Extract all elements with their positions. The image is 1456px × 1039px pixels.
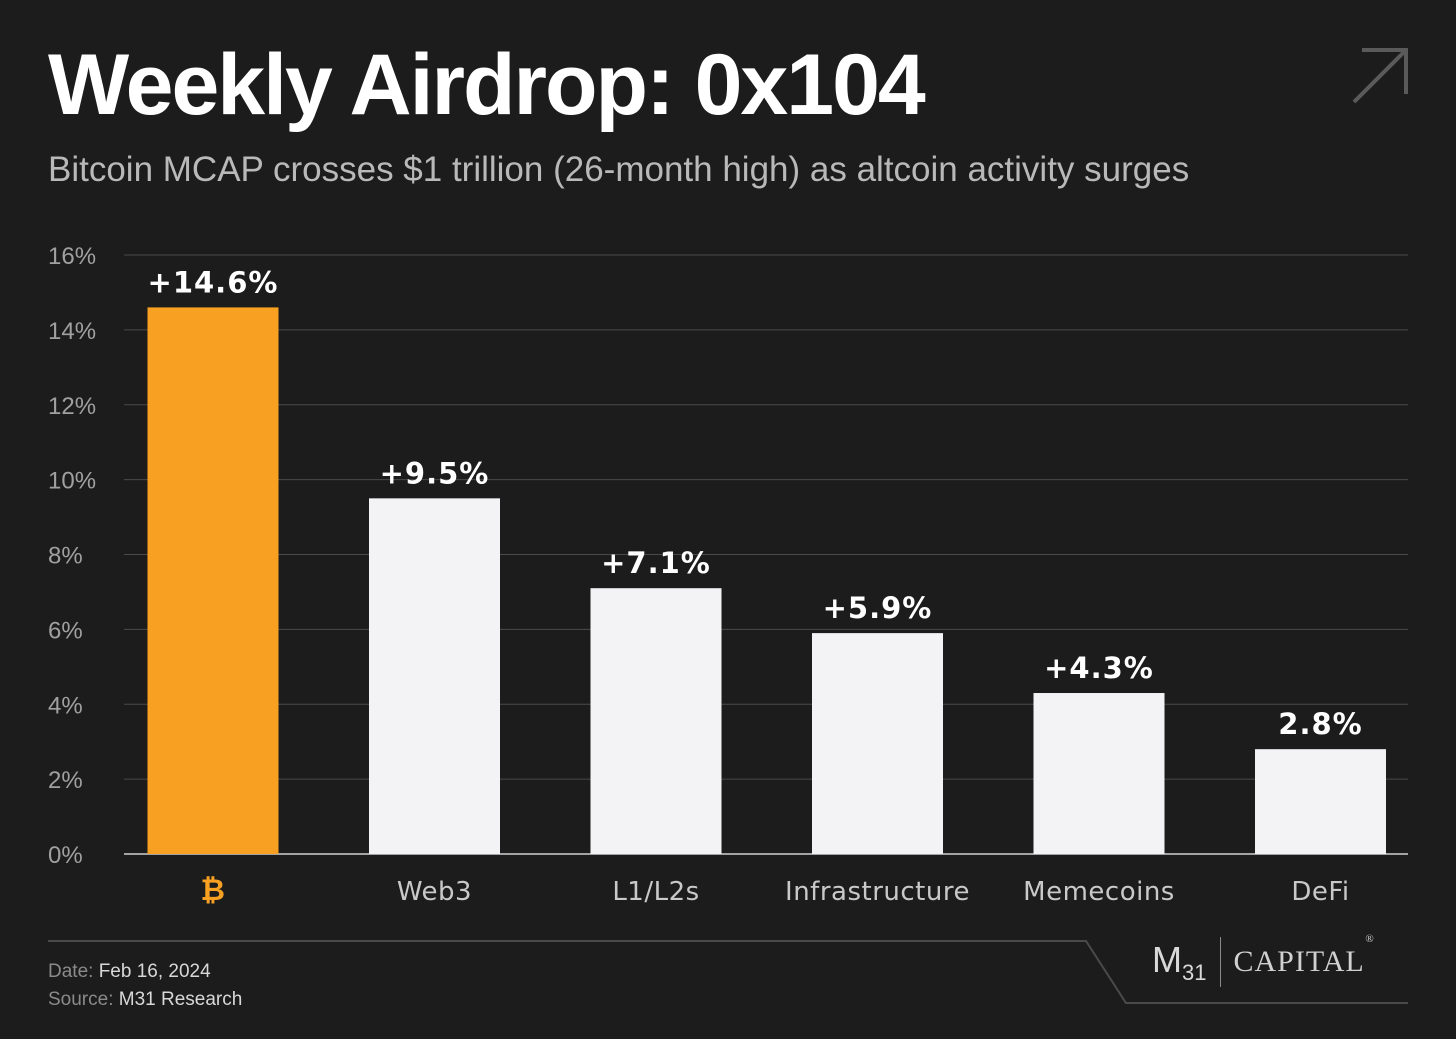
x-tick-label: DeFi	[1291, 877, 1349, 907]
data-label: +7.1%	[601, 546, 711, 580]
y-tick-label: 0%	[48, 842, 83, 869]
footer-source: Source: M31 Research	[48, 989, 242, 1011]
data-label: +4.3%	[1044, 651, 1154, 685]
bar	[590, 588, 722, 854]
bar	[1033, 693, 1165, 854]
bar	[1255, 749, 1386, 854]
chart-title: Weekly Airdrop: 0x104	[48, 37, 926, 133]
data-labels: +14.6% +9.5% +7.1% +5.9% +4.3% 2.8%	[148, 265, 1362, 741]
y-tick-label: 8%	[48, 543, 83, 570]
y-tick-label: 4%	[48, 692, 83, 719]
x-tick-label: Infrastructure	[785, 877, 970, 907]
y-tick-label: 10%	[48, 468, 96, 495]
footer-divider	[48, 940, 1408, 1004]
data-label: +5.9%	[823, 591, 933, 625]
bar	[369, 498, 500, 854]
footer-source-value: M31 Research	[118, 989, 243, 1010]
footer-date-label: Date:	[48, 961, 94, 982]
footer-source-label: Source:	[48, 989, 114, 1010]
x-tick-label: Memecoins	[1023, 877, 1175, 907]
y-tick-label: 12%	[48, 393, 96, 420]
y-axis-ticks: 0% 2% 4% 6% 8% 10% 12% 14% 16%	[48, 243, 96, 869]
bar	[147, 307, 279, 855]
x-axis-ticks: ₿ Web3 L1/L2s Infrastructure Memecoins DeFi	[201, 873, 1350, 908]
y-tick-label: 6%	[48, 617, 83, 644]
footer-date-value: Feb 16, 2024	[98, 961, 211, 982]
chart-subtitle: Bitcoin MCAP crosses $1 trillion (26-mon…	[48, 150, 1190, 189]
y-tick-label: 14%	[48, 318, 96, 345]
logo-divider	[1220, 937, 1222, 987]
x-tick-label: Web3	[397, 877, 472, 907]
data-label: +9.5%	[380, 456, 490, 490]
bars	[147, 307, 1386, 855]
logo-capital: CAPITAL ®	[1233, 933, 1375, 978]
data-label: +14.6%	[148, 265, 279, 299]
y-tick-label: 16%	[48, 243, 96, 270]
m31-capital-logo: M31 CAPITAL ®	[1152, 933, 1375, 988]
bitcoin-icon: ₿	[201, 873, 226, 908]
footer-date: Date: Feb 16, 2024	[48, 961, 211, 983]
logo-m31: M31	[1152, 938, 1207, 985]
gridlines	[124, 254, 1408, 855]
arrow-up-right-icon[interactable]	[1348, 44, 1412, 108]
x-tick-label: L1/L2s	[612, 877, 699, 907]
y-tick-label: 2%	[48, 767, 83, 794]
data-label: 2.8%	[1278, 707, 1362, 741]
bar	[812, 633, 943, 854]
